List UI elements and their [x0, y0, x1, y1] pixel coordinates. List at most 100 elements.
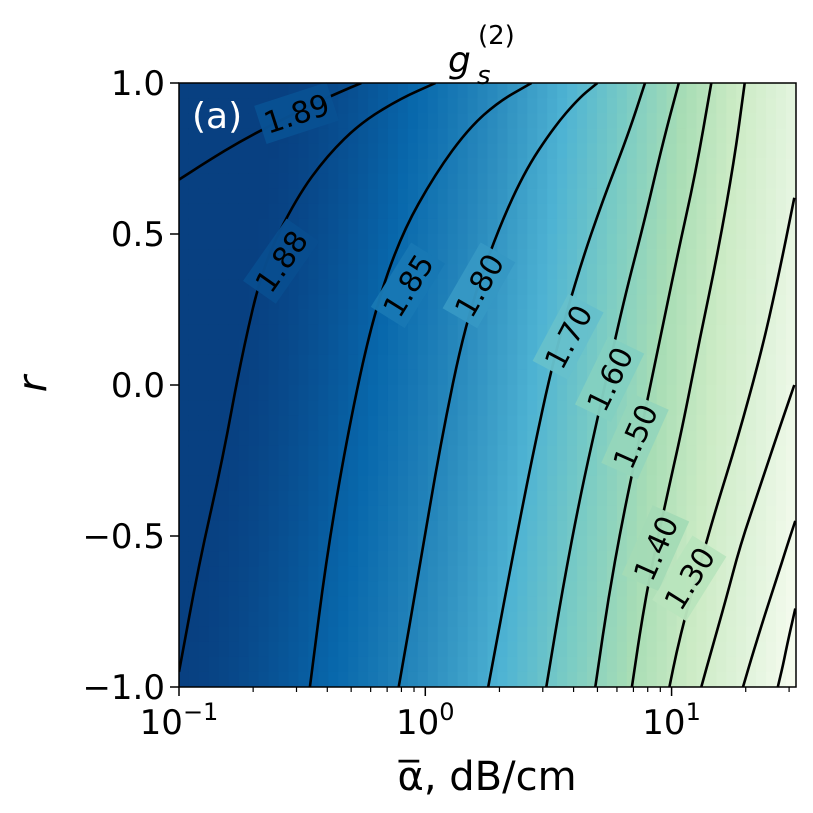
field-cell	[427, 294, 439, 311]
field-cell	[467, 445, 479, 462]
field-cell	[407, 475, 419, 492]
field-cell	[358, 294, 369, 311]
field-cell	[547, 656, 558, 673]
field-cell	[427, 385, 439, 401]
field-cell	[776, 445, 787, 462]
field-cell	[318, 415, 330, 432]
field-cell	[726, 490, 738, 507]
field-cell	[736, 596, 748, 613]
field-cell	[706, 83, 718, 99]
field-cell	[427, 218, 439, 235]
field-cell	[587, 671, 598, 687]
field-cell	[348, 173, 359, 190]
field-cell	[218, 324, 230, 341]
field-cell	[736, 460, 748, 477]
field-cell	[507, 83, 519, 99]
field-cell	[198, 279, 210, 296]
field-cell	[198, 430, 210, 447]
field-cell	[437, 671, 449, 687]
field-cell	[417, 294, 429, 311]
field-cell	[686, 188, 698, 205]
field-cell	[587, 143, 598, 160]
field-cell	[577, 430, 588, 447]
field-cell	[358, 309, 369, 326]
field-cell	[497, 203, 509, 220]
field-cell	[437, 143, 449, 160]
field-cell	[467, 143, 479, 160]
field-cell	[696, 596, 708, 613]
field-cell	[368, 143, 379, 160]
field-cell	[507, 294, 519, 311]
field-cell	[358, 520, 369, 537]
field-cell	[716, 83, 728, 99]
field-cell	[507, 234, 519, 250]
field-cell	[507, 460, 519, 477]
field-cell	[776, 339, 787, 356]
field-cell	[577, 581, 588, 598]
field-cell	[786, 505, 796, 522]
field-cell	[706, 581, 718, 598]
field-cell	[527, 596, 539, 613]
field-cell	[467, 83, 479, 99]
field-cell	[407, 339, 419, 356]
field-cell	[188, 520, 200, 537]
field-cell	[507, 536, 519, 552]
field-cell	[368, 505, 379, 522]
field-cell	[427, 551, 439, 567]
field-cell	[527, 626, 539, 643]
field-cell	[467, 460, 479, 477]
field-cell	[308, 218, 320, 235]
field-cell	[198, 551, 210, 567]
field-cell	[447, 596, 459, 613]
field-cell	[437, 536, 449, 552]
field-cell	[308, 415, 320, 432]
field-cell	[179, 128, 190, 145]
field-cell	[537, 98, 549, 114]
field-cell	[208, 520, 220, 537]
field-cell	[656, 626, 668, 643]
field-cell	[348, 234, 359, 250]
field-cell	[218, 520, 230, 537]
field-cell	[427, 113, 439, 130]
field-cell	[596, 536, 608, 552]
field-cell	[467, 385, 479, 401]
field-cell	[278, 309, 290, 326]
field-cell	[587, 234, 598, 250]
field-cell	[756, 234, 767, 250]
field-cell	[328, 294, 340, 311]
field-cell	[786, 369, 796, 386]
field-cell	[636, 188, 648, 205]
field-cell	[497, 218, 509, 235]
field-cell	[477, 415, 489, 432]
field-cell	[706, 98, 718, 114]
field-cell	[288, 445, 300, 462]
field-cell	[179, 188, 190, 205]
field-cell	[248, 309, 260, 326]
field-cell	[328, 581, 340, 598]
field-cell	[696, 173, 708, 190]
field-cell	[497, 671, 509, 687]
field-cell	[706, 143, 718, 160]
field-cell	[626, 83, 638, 99]
field-cell	[179, 218, 190, 235]
field-cell	[417, 83, 429, 99]
field-cell	[228, 369, 240, 386]
field-cell	[198, 626, 210, 643]
field-cell	[577, 98, 588, 114]
field-cell	[756, 143, 767, 160]
field-cell	[288, 369, 300, 386]
field-cell	[218, 566, 230, 583]
field-cell	[437, 611, 449, 628]
field-cell	[387, 445, 399, 462]
field-cell	[238, 234, 250, 250]
field-cell	[646, 324, 658, 341]
field-cell	[736, 656, 748, 673]
field-cell	[298, 656, 310, 673]
field-cell	[666, 505, 678, 522]
field-cell	[467, 520, 479, 537]
field-cell	[338, 400, 349, 416]
field-cell	[776, 551, 787, 567]
field-cell	[577, 83, 588, 99]
field-cell	[387, 626, 399, 643]
field-cell	[208, 430, 220, 447]
